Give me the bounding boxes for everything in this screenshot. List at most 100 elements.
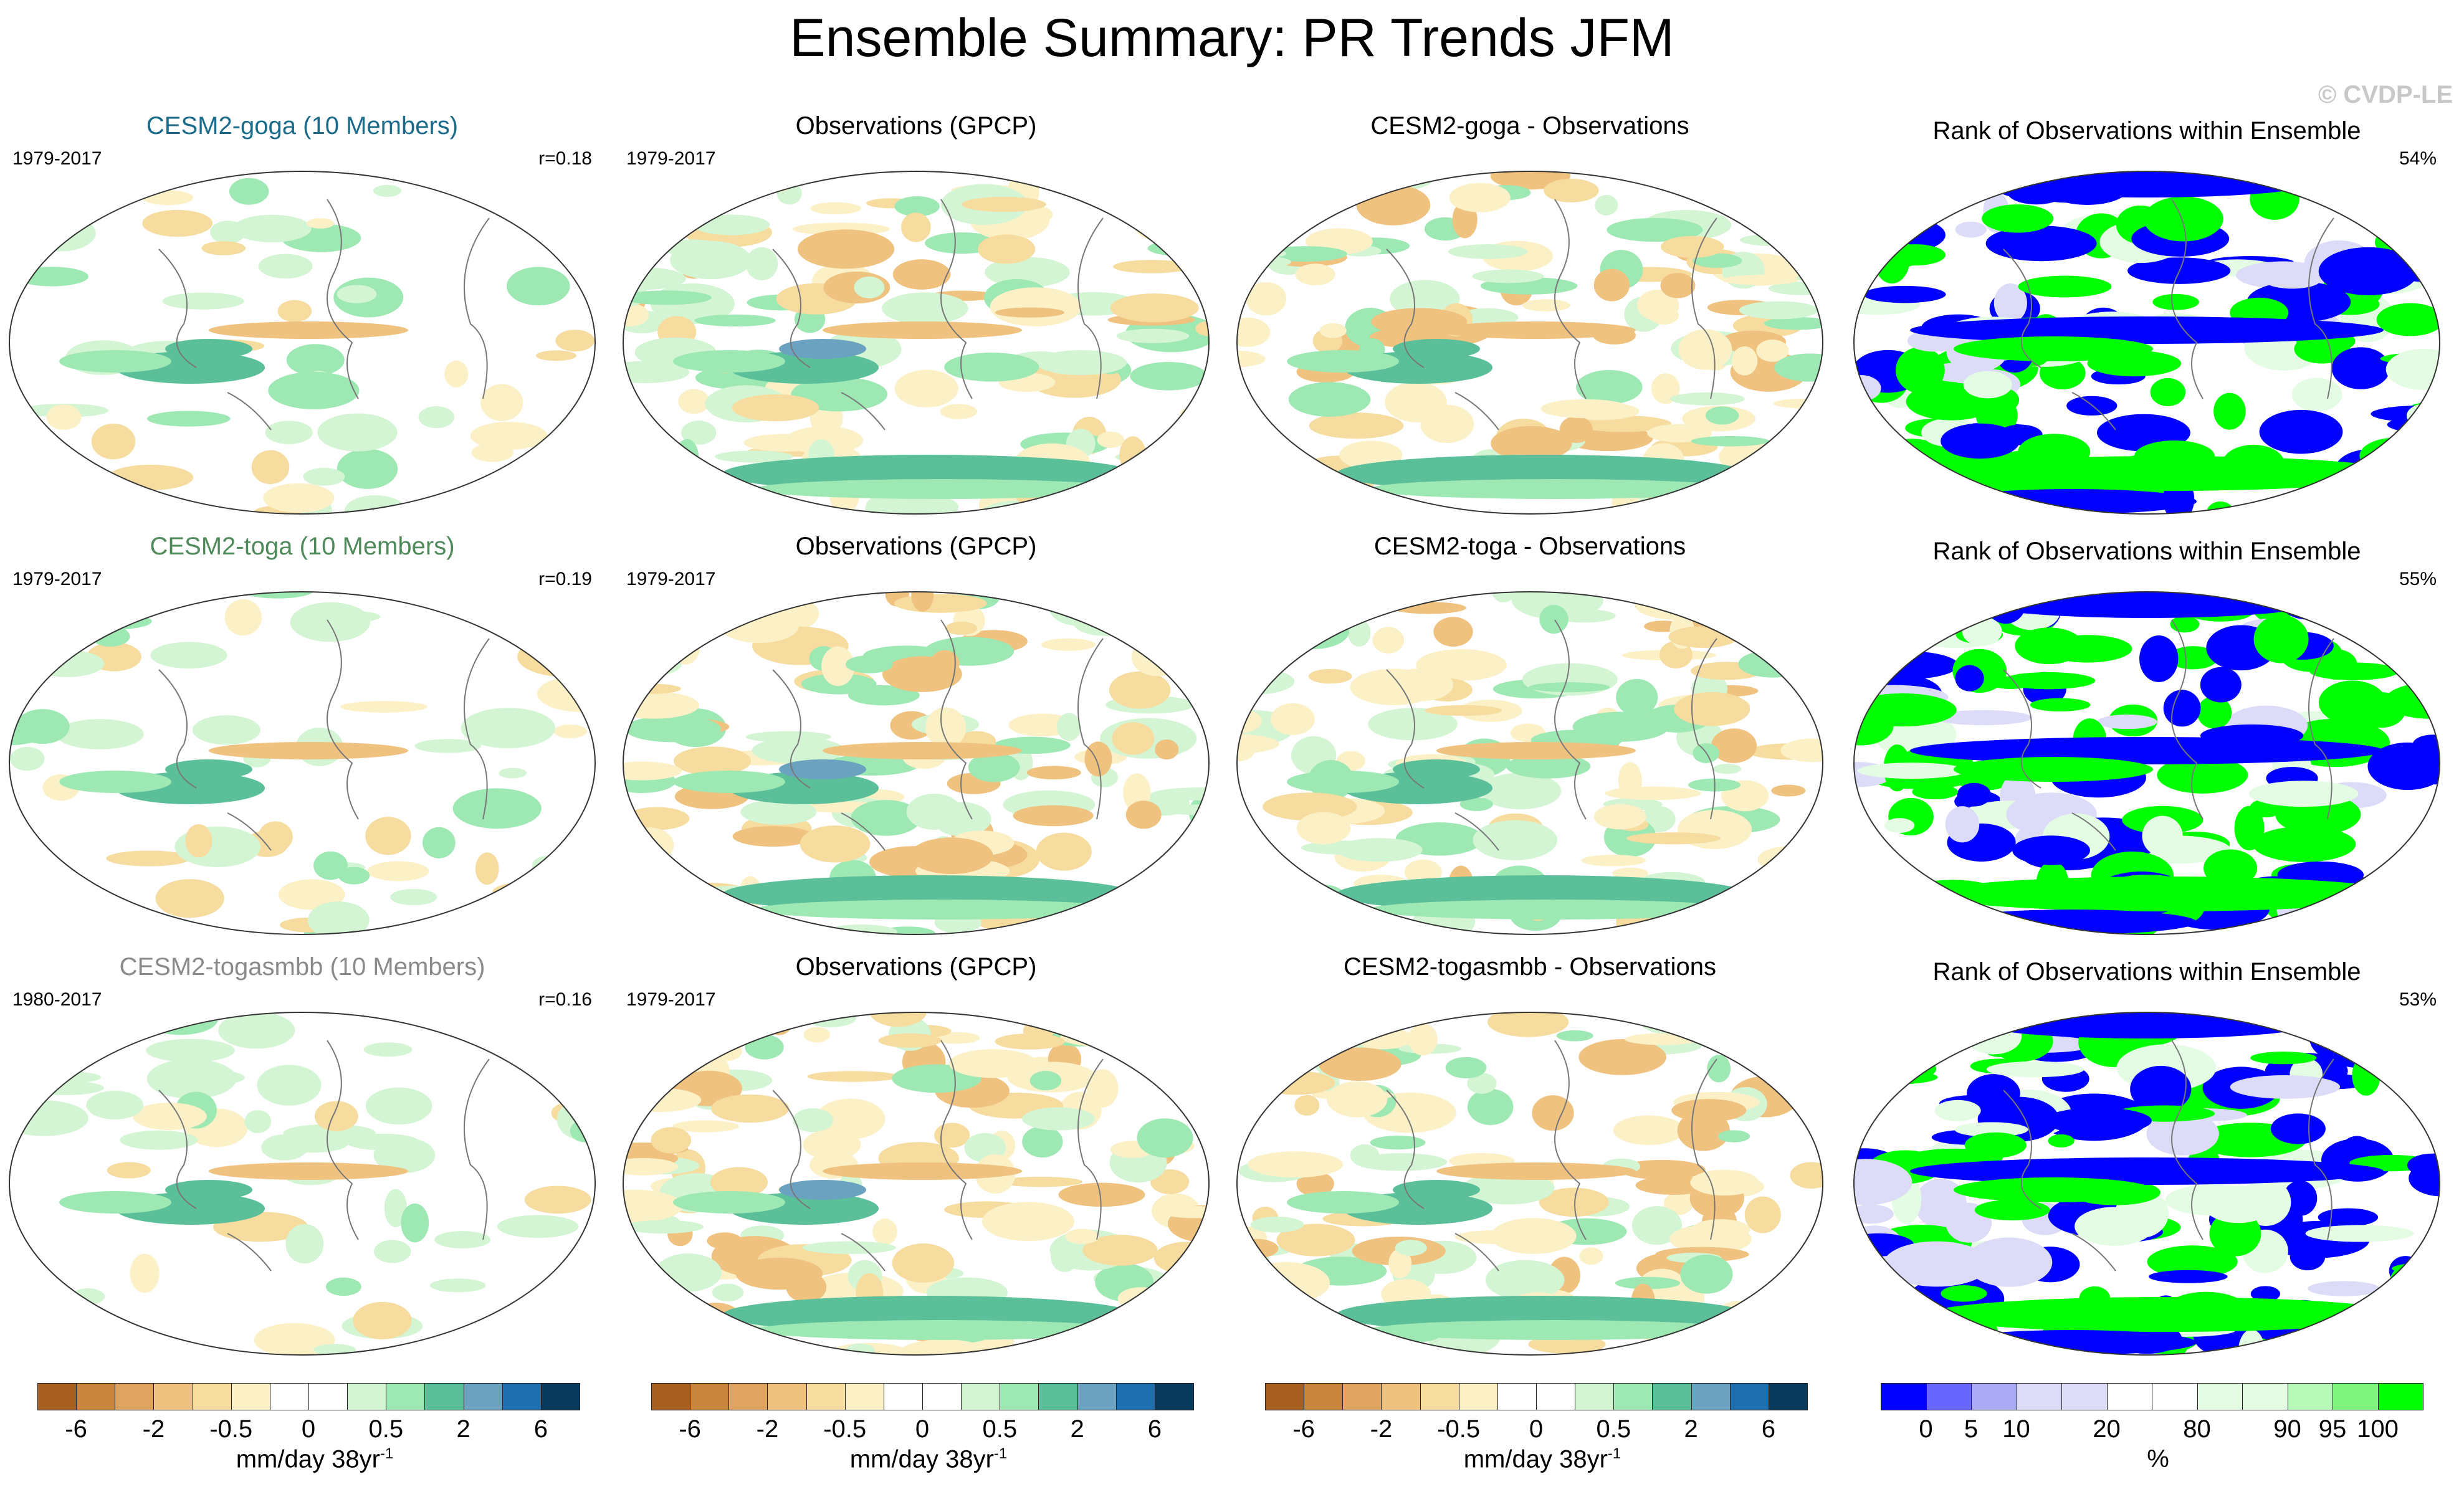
colorbar-swatch: [2287, 1383, 2333, 1410]
trend-field-patch: [337, 285, 377, 303]
trend-field-patch: [714, 450, 793, 463]
trend-field-patch: [1454, 1230, 1543, 1245]
trend-field-patch: [1618, 1159, 1706, 1180]
colorbar-tick-label: -2: [142, 1415, 165, 1443]
trend-field-patch: [9, 218, 41, 254]
panel-title: Observations (GPCP): [795, 953, 1037, 981]
trend-field-patch: [679, 601, 723, 614]
trend-field-patch: [802, 1241, 896, 1254]
trend-field-patch: [1334, 1331, 1402, 1355]
rank-field-patch: [1857, 899, 1942, 930]
trend-field-patch: [9, 746, 45, 771]
rank-field-patch: [2380, 1029, 2440, 1065]
trend-field-patch: [499, 767, 527, 779]
trend-field-patch: [1237, 350, 1266, 368]
trend-field-patch: [1572, 711, 1669, 742]
colorbar-swatch: [651, 1383, 691, 1410]
rank-field-patch: [2163, 690, 2201, 727]
rank-field-patch: [1869, 1285, 1906, 1301]
trend-field-patch: [1579, 1247, 1603, 1265]
trend-field-patch: [666, 498, 755, 513]
colorbar-swatch: [728, 1383, 768, 1410]
trend-field-patch: [995, 307, 1064, 318]
trend-field-patch: [940, 404, 978, 419]
trend-field-patch: [1308, 668, 1352, 684]
trend-field-patch: [1712, 764, 1742, 774]
trend-field-patch: [1626, 832, 1721, 845]
trend-field-patch: [1717, 1300, 1765, 1328]
trend-field-patch: [24, 592, 102, 617]
trend-field-patch: [75, 1012, 157, 1021]
rank-band: [1985, 1012, 2309, 1038]
trend-field-patch: [1553, 609, 1616, 623]
trend-field-patch: [1243, 1262, 1330, 1303]
trend-field-patch: [1026, 766, 1081, 780]
tropical-band: [165, 1180, 252, 1200]
trend-field-patch: [752, 737, 845, 764]
colorbar-swatch: [1971, 1383, 2017, 1410]
trend-field-patch: [1258, 1071, 1335, 1095]
rank-field-patch: [2367, 742, 2440, 791]
rank-field-patch: [1955, 665, 1984, 691]
colorbar-swatch: [1575, 1383, 1615, 1410]
trend-field-patch: [1319, 323, 1347, 338]
trend-field-patch: [1051, 1241, 1079, 1272]
colorbar-swatch: [883, 1383, 923, 1410]
panel-title: Observations (GPCP): [795, 112, 1037, 140]
colorbar-swatch: [153, 1383, 193, 1410]
trend-field-patch: [430, 1278, 486, 1293]
trend-field-patch: [1276, 1224, 1355, 1257]
rank-field-patch: [2130, 1065, 2192, 1113]
trend-field-patch: [623, 171, 690, 187]
trend-field-patch: [623, 303, 649, 327]
trend-field-patch: [1130, 362, 1208, 391]
trend-field-patch: [694, 314, 776, 327]
panel-obs-row1: Observations (GPCP) 1979-2017: [614, 112, 1218, 523]
rank-field-patch: [1854, 219, 1883, 243]
trend-field-patch: [303, 468, 345, 486]
colorbar-tick-label: 0: [1919, 1415, 1933, 1443]
panel-title: CESM2-togasmbb - Observations: [1343, 953, 1716, 981]
trend-field-patch: [710, 1167, 768, 1197]
pattern-correlation: r=0.16: [538, 989, 592, 1010]
rank-field-patch: [2152, 293, 2199, 310]
tropical-band: [1393, 759, 1480, 779]
panel-rank-row1: Rank of Observations within Ensemble 54%: [1845, 112, 2449, 523]
trend-field-patch: [80, 1344, 137, 1355]
tropical-band: [823, 742, 1022, 759]
colorbar-tick-label: 2: [1070, 1415, 1084, 1443]
trend-field-patch: [307, 901, 370, 934]
trend-field-patch: [807, 1071, 899, 1082]
colorbar-swatch: [192, 1383, 232, 1410]
rank-field-patch: [1934, 1100, 1981, 1121]
trend-field-patch: [444, 360, 469, 387]
tropical-band: [209, 1162, 408, 1180]
trend-field-patch: [1702, 1012, 1780, 1028]
trend-field-patch: [1176, 476, 1209, 502]
rank-field-patch: [1895, 347, 1945, 394]
rank-field-patch: [2352, 1035, 2390, 1056]
trend-field-patch: [623, 592, 665, 614]
trend-field-patch: [150, 1068, 245, 1086]
rank-field-patch: [2385, 348, 2440, 391]
map-border: [623, 171, 1210, 515]
tropical-band: [59, 350, 171, 373]
tropical-band: [779, 1180, 866, 1200]
colorbar-swatch: [1000, 1383, 1039, 1410]
trend-field-patch: [1780, 738, 1823, 763]
trend-field-patch: [1388, 1248, 1412, 1278]
trend-field-patch: [1131, 639, 1184, 677]
tropical-band: [165, 339, 252, 359]
rank-field-patch: [2150, 378, 2186, 406]
trend-map: [9, 171, 596, 515]
panel-title: CESM2-togasmbb (10 Members): [119, 953, 485, 981]
panel-title: CESM2-toga (10 Members): [150, 533, 455, 560]
trend-field-patch: [623, 1189, 683, 1223]
southern-band: [1368, 479, 1742, 499]
trend-field-patch: [1135, 211, 1209, 244]
trend-field-patch: [1774, 353, 1823, 382]
trend-field-patch: [1022, 1126, 1063, 1158]
map-border: [1236, 1012, 1823, 1356]
trend-field-patch: [229, 178, 269, 205]
tropical-band: [1436, 1162, 1636, 1180]
